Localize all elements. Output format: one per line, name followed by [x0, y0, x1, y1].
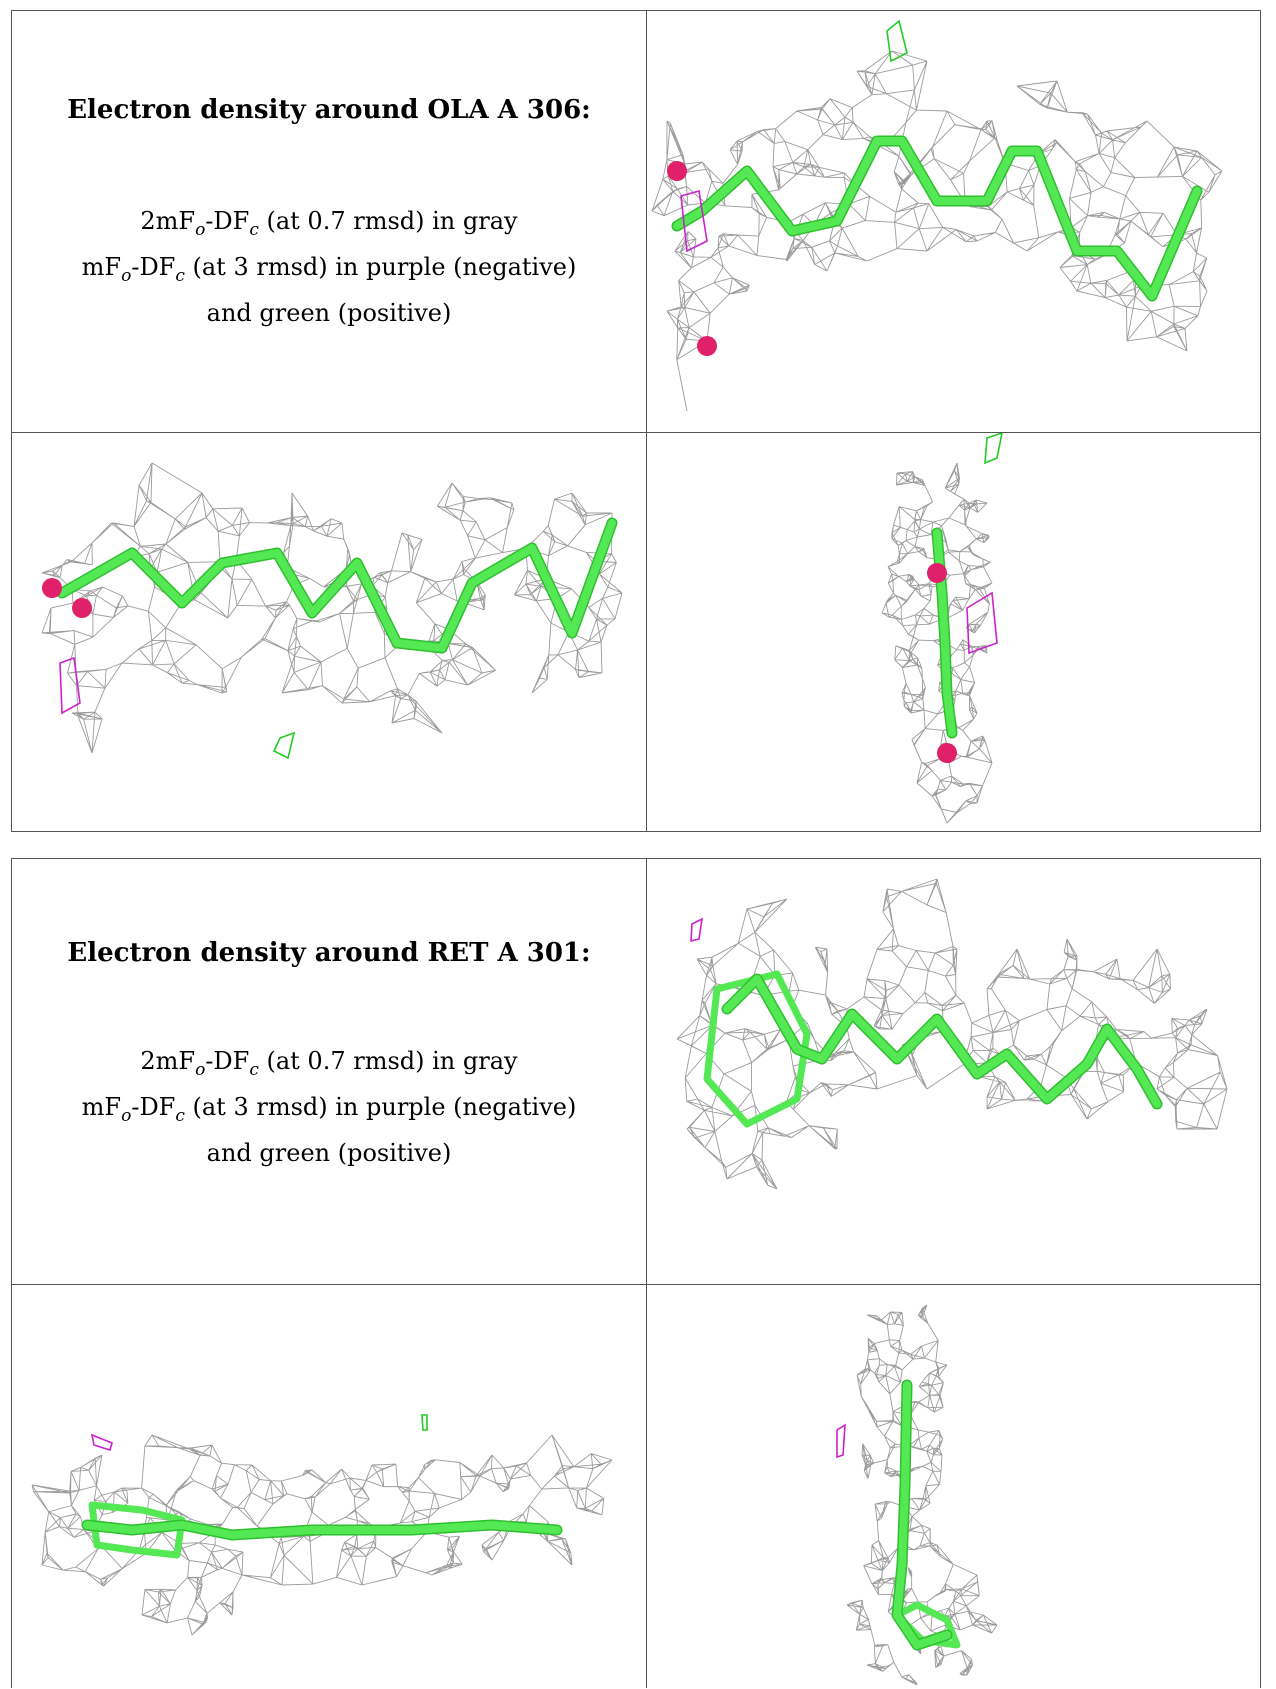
negative-difference-density — [59, 656, 81, 715]
density-view-end-on — [647, 433, 1262, 833]
negative-difference-density — [90, 1433, 113, 1452]
density-mesh — [41, 462, 623, 754]
map-fo-fc-line: mFo-DFc (at 3 rmsd) in purple (negative) — [81, 252, 577, 286]
ligand-ring — [88, 1501, 186, 1559]
ret-density-mesh-side — [31, 1414, 613, 1636]
positive-difference-density — [984, 433, 1003, 465]
density-mesh — [846, 1304, 998, 1686]
negative-difference-density — [836, 1423, 846, 1459]
negative-difference-density — [690, 917, 704, 943]
column-divider — [646, 859, 647, 1688]
positive-map-line: and green (positive) — [206, 298, 452, 327]
ret-density-mesh-top — [676, 878, 1228, 1190]
caption-description: 2mFo-DFc (at 0.7 rmsd) in gray mFo-DFc (… — [12, 1043, 646, 1172]
ola-density-mesh-end-on — [881, 433, 1003, 824]
oxygen-atom — [927, 563, 947, 583]
mesh-group — [41, 462, 623, 754]
figure-ret-a-301: Electron density around RET A 301: 2mFo-… — [11, 858, 1261, 1688]
ligand-stick — [83, 1521, 561, 1539]
row-divider — [12, 1284, 1260, 1285]
density-mesh — [651, 50, 1223, 412]
map-fo-fc-line: mFo-DFc (at 3 rmsd) in purple (negative) — [81, 1092, 577, 1126]
map-2fo-fc-line: 2mFo-DFc (at 0.7 rmsd) in gray — [140, 1047, 518, 1080]
ligand-stick — [58, 519, 616, 652]
density-view-top — [647, 859, 1262, 1284]
mesh-group — [881, 462, 993, 824]
ret-density-mesh-end-on — [836, 1304, 998, 1686]
caption-description: 2mFo-DFc (at 0.7 rmsd) in gray mFo-DFc (… — [12, 203, 646, 332]
caption-heading: Electron density around RET A 301: — [67, 938, 591, 968]
column-divider — [646, 11, 647, 831]
caption-heading: Electron density around OLA A 306: — [67, 95, 591, 125]
density-view-side — [12, 1285, 646, 1689]
ola-density-mesh-top — [651, 19, 1223, 412]
ligand-stick — [893, 1381, 951, 1649]
positive-difference-density — [272, 731, 296, 760]
density-view-side — [12, 433, 646, 833]
positive-difference-density — [421, 1414, 428, 1431]
mesh-group — [846, 1304, 998, 1686]
negative-difference-density — [966, 591, 998, 655]
ligand-stick — [723, 975, 1161, 1108]
ligand-ring — [893, 1601, 961, 1649]
density-view-top — [647, 11, 1262, 432]
oxygen-atom — [42, 578, 62, 598]
oxygen-atom — [937, 743, 957, 763]
positive-difference-density — [886, 19, 908, 63]
oxygen-atom — [697, 336, 717, 356]
map-2fo-fc-line: 2mFo-DFc (at 0.7 rmsd) in gray — [140, 207, 518, 240]
ola-density-mesh-side — [41, 462, 623, 760]
density-mesh — [31, 1434, 613, 1636]
caption-cell-ola: Electron density around OLA A 306: 2mFo-… — [12, 11, 646, 432]
negative-difference-density — [680, 189, 708, 253]
caption-cell-ret: Electron density around RET A 301: 2mFo-… — [12, 859, 646, 1284]
mesh-group — [31, 1434, 613, 1636]
figure-ola-a-306: Electron density around OLA A 306: 2mFo-… — [11, 10, 1261, 832]
ligand-ring — [703, 970, 811, 1128]
mesh-group — [651, 50, 1223, 412]
positive-map-line: and green (positive) — [206, 1138, 452, 1167]
oxygen-atom — [72, 598, 92, 618]
oxygen-atom — [667, 161, 687, 181]
ligand-stick — [673, 137, 1201, 300]
density-mesh — [881, 462, 993, 824]
row-divider — [12, 432, 1260, 433]
density-view-end-on — [647, 1285, 1262, 1689]
